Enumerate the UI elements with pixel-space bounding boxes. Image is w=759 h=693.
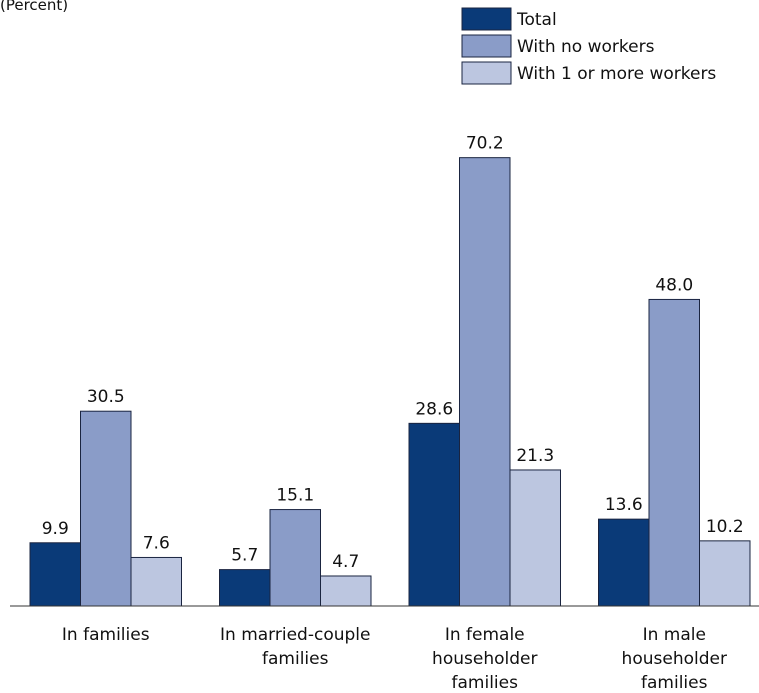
bar [219,569,271,607]
value-label: 5.7 [231,546,258,566]
bar [269,509,321,607]
value-label: 30.5 [87,387,125,407]
legend-swatch [461,7,512,31]
bar [459,157,511,607]
legend-swatch [461,61,512,85]
value-label: 70.2 [466,134,504,154]
value-label: 7.6 [143,533,170,553]
bar [29,542,81,607]
bar [648,298,700,607]
bar [509,469,561,607]
x-tick-label: In male householder families [622,625,727,693]
legend-swatch [461,34,512,58]
value-label: 10.2 [706,517,744,537]
value-label: 13.6 [605,495,643,515]
legend-label: With no workers [517,37,655,57]
legend-label: With 1 or more workers [517,64,716,84]
value-label: 4.7 [332,552,359,572]
bar [699,540,751,607]
value-label: 9.9 [42,519,69,539]
bar [408,422,460,607]
bar [598,518,650,607]
x-tick-label: In married-couple families [220,625,370,669]
x-tick-label: In families [62,625,150,645]
bar [80,410,132,607]
value-label: 15.1 [276,486,314,506]
chart-subtitle: (Percent) [0,0,68,14]
x-tick-label: In female householder families [432,625,537,693]
value-label: 48.0 [655,275,693,295]
value-label: 21.3 [516,446,554,466]
bar [130,556,182,607]
legend-label: Total [516,10,557,30]
bar [320,575,372,607]
value-label: 28.6 [415,399,453,419]
